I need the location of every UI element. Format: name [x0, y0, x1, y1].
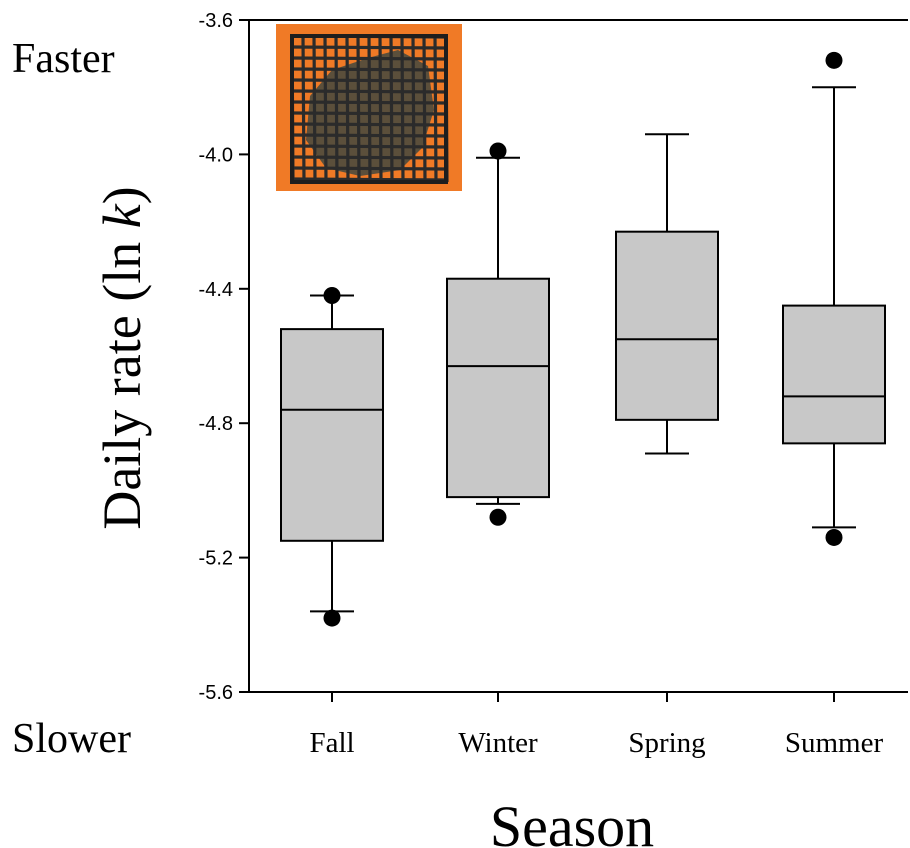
box-iqr	[615, 230, 719, 421]
mesh-litterbag-photo-icon	[276, 24, 462, 191]
x-tick-label-fall: Fall	[309, 727, 354, 759]
box-iqr	[280, 328, 384, 542]
mesh-grid	[290, 34, 449, 183]
y-tick-label: -5.6	[199, 682, 233, 704]
mesh-strand	[291, 122, 447, 127]
mesh-strand	[291, 133, 447, 138]
slower-label: Slower	[12, 716, 131, 762]
x-axis: Fall Winter Spring Summer	[309, 692, 883, 759]
outlier-point	[825, 528, 843, 546]
mesh-strand	[291, 89, 447, 94]
plot-area	[248, 19, 908, 693]
outlier-point	[323, 609, 341, 627]
x-axis-title: Season	[490, 794, 654, 848]
boxes	[280, 51, 886, 627]
mesh-strand	[291, 100, 447, 105]
mesh-strand	[291, 78, 447, 83]
mesh-strand	[291, 166, 447, 171]
mesh-strand	[291, 111, 447, 116]
outlier-point	[323, 287, 341, 305]
box-iqr	[446, 277, 550, 499]
y-tick-label: -4.8	[199, 413, 233, 435]
box-winter	[446, 142, 550, 526]
box-spring	[615, 133, 719, 455]
mesh-strand	[291, 56, 447, 61]
mesh-strand	[291, 155, 447, 160]
y-axis: -3.6 -4.0 -4.4 -4.8 -5.2 -5.6	[199, 10, 249, 704]
y-tick-label: -4.0	[199, 144, 233, 166]
mesh-border	[290, 34, 448, 184]
box-iqr	[782, 304, 886, 445]
box-summer	[782, 51, 886, 546]
x-tick-label-winter: Winter	[458, 727, 538, 759]
box-fall	[280, 287, 384, 627]
outlier-point	[489, 508, 507, 526]
faster-label: Faster	[12, 36, 115, 82]
outlier-point	[489, 142, 507, 160]
y-axis-title-variable: k	[92, 203, 152, 228]
y-axis-title: Daily rate (ln k)	[92, 186, 152, 529]
x-tick-label-summer: Summer	[785, 727, 884, 759]
y-tick-label: -4.4	[199, 279, 233, 301]
y-axis-title-prefix: Daily rate (ln	[92, 228, 152, 529]
mesh-strand	[291, 45, 447, 50]
mesh-strand	[291, 67, 447, 72]
y-axis-title-suffix: )	[92, 186, 152, 204]
mesh-strand	[291, 177, 447, 182]
outlier-point	[825, 51, 843, 69]
y-tick-label: -5.2	[199, 548, 233, 570]
mesh-strand	[291, 144, 447, 149]
y-tick-label: -3.6	[199, 10, 233, 32]
x-tick-label-spring: Spring	[628, 727, 705, 759]
